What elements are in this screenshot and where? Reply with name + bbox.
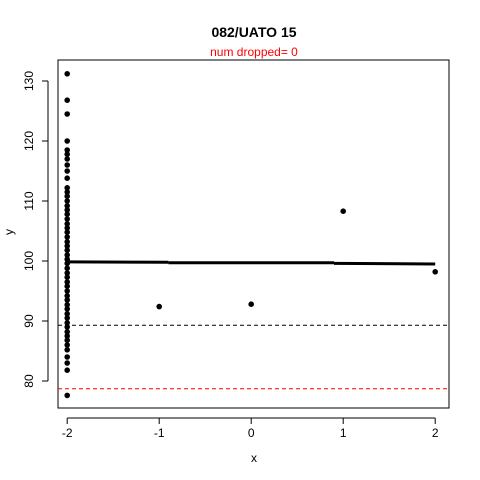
data-point xyxy=(64,97,70,103)
data-point xyxy=(64,315,70,321)
data-point xyxy=(64,283,70,290)
data-point xyxy=(64,138,70,144)
x-tick-label: 2 xyxy=(432,426,439,440)
data-point xyxy=(64,211,70,217)
data-point xyxy=(64,360,70,366)
data-point xyxy=(64,229,70,235)
data-point xyxy=(156,303,162,310)
data-point xyxy=(64,225,70,231)
plot-area xyxy=(57,59,450,409)
data-point xyxy=(64,270,70,276)
data-point xyxy=(64,71,70,77)
fit-line-segment xyxy=(333,261,436,266)
data-point xyxy=(64,147,70,153)
data-point xyxy=(64,198,70,204)
data-point xyxy=(64,265,70,272)
data-point xyxy=(64,162,70,168)
chart-subtitle: num dropped= 0 xyxy=(210,45,298,59)
data-point xyxy=(64,151,70,157)
data-point xyxy=(64,175,70,181)
data-point xyxy=(64,329,70,335)
data-point xyxy=(64,156,70,162)
x-tick-label: -2 xyxy=(62,426,73,440)
data-point xyxy=(64,234,70,240)
data-point xyxy=(64,354,70,360)
data-point xyxy=(64,333,70,339)
data-point xyxy=(64,252,70,258)
data-points xyxy=(64,71,439,399)
y-axis-label: y xyxy=(2,229,16,235)
data-point xyxy=(64,306,70,312)
data-point xyxy=(64,288,70,294)
data-point xyxy=(64,247,70,253)
data-point xyxy=(340,208,347,214)
y-axis: 80 90 100 110 120 130 xyxy=(22,71,49,388)
y-tick-label: 110 xyxy=(22,191,36,210)
fit-line xyxy=(67,260,436,266)
y-tick-label: 90 xyxy=(22,314,36,328)
data-point xyxy=(64,320,70,326)
data-point xyxy=(64,185,70,191)
data-point xyxy=(64,207,70,213)
x-tick-label: -1 xyxy=(154,426,165,440)
data-point xyxy=(64,221,70,227)
y-tick-label: 130 xyxy=(22,71,36,91)
data-point xyxy=(64,337,70,344)
reference-lines xyxy=(58,324,449,390)
data-point xyxy=(64,203,70,209)
data-point xyxy=(64,243,70,249)
chart-title: 082/UATO 15 xyxy=(211,24,296,40)
data-point xyxy=(64,297,70,303)
data-point xyxy=(64,342,70,348)
x-tick-label: 1 xyxy=(340,426,347,440)
x-axis-label: x xyxy=(251,451,257,465)
data-point xyxy=(64,111,70,117)
data-point xyxy=(64,193,70,199)
data-point xyxy=(432,269,439,275)
data-point xyxy=(64,311,70,317)
y-tick-label: 80 xyxy=(22,374,36,388)
y-tick-label: 120 xyxy=(22,131,36,151)
data-point xyxy=(64,216,70,222)
data-point xyxy=(64,367,70,374)
data-point xyxy=(64,293,70,299)
data-point xyxy=(64,189,70,195)
y-tick-label: 100 xyxy=(22,251,36,271)
data-point xyxy=(64,274,70,281)
x-axis: -2 -1 0 1 2 xyxy=(62,417,439,440)
data-point xyxy=(64,239,70,245)
data-point xyxy=(64,347,70,353)
data-point xyxy=(64,324,70,330)
x-tick-label: 0 xyxy=(248,426,255,440)
data-point xyxy=(248,301,254,308)
data-point xyxy=(64,279,70,285)
data-point xyxy=(64,392,70,399)
data-point xyxy=(64,302,70,308)
data-point xyxy=(64,168,70,174)
